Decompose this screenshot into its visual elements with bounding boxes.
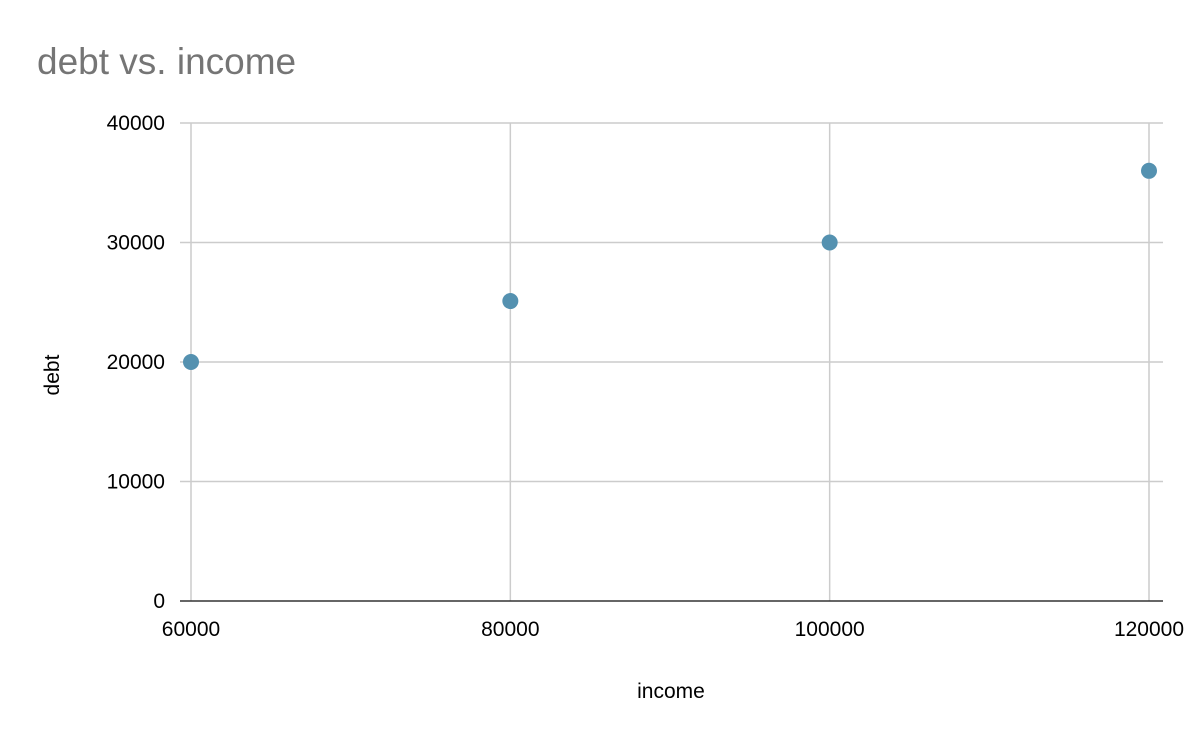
data-points bbox=[183, 162, 1157, 370]
y-tick-label: 0 bbox=[153, 590, 165, 613]
y-tick-label: 10000 bbox=[107, 471, 165, 494]
y-tick-label: 30000 bbox=[107, 232, 165, 255]
data-point bbox=[502, 293, 519, 310]
x-tick-label: 80000 bbox=[481, 618, 539, 641]
y-tick-label: 20000 bbox=[107, 351, 165, 374]
x-tick-label: 120000 bbox=[1114, 618, 1184, 641]
x-tick-label: 100000 bbox=[795, 618, 865, 641]
data-point bbox=[1141, 162, 1157, 179]
data-point bbox=[821, 234, 838, 251]
x-axis-label: income bbox=[637, 680, 705, 703]
data-point bbox=[183, 354, 199, 370]
chart-title: debt vs. income bbox=[37, 41, 296, 82]
tick-labels: 0 10000 20000 30000 40000 60000 80000 100000 120… bbox=[107, 112, 1184, 641]
y-axis-label: debt bbox=[41, 354, 64, 395]
x-tick-label: 60000 bbox=[162, 618, 220, 641]
grid bbox=[180, 122, 1163, 601]
y-tick-label: 40000 bbox=[107, 112, 165, 135]
